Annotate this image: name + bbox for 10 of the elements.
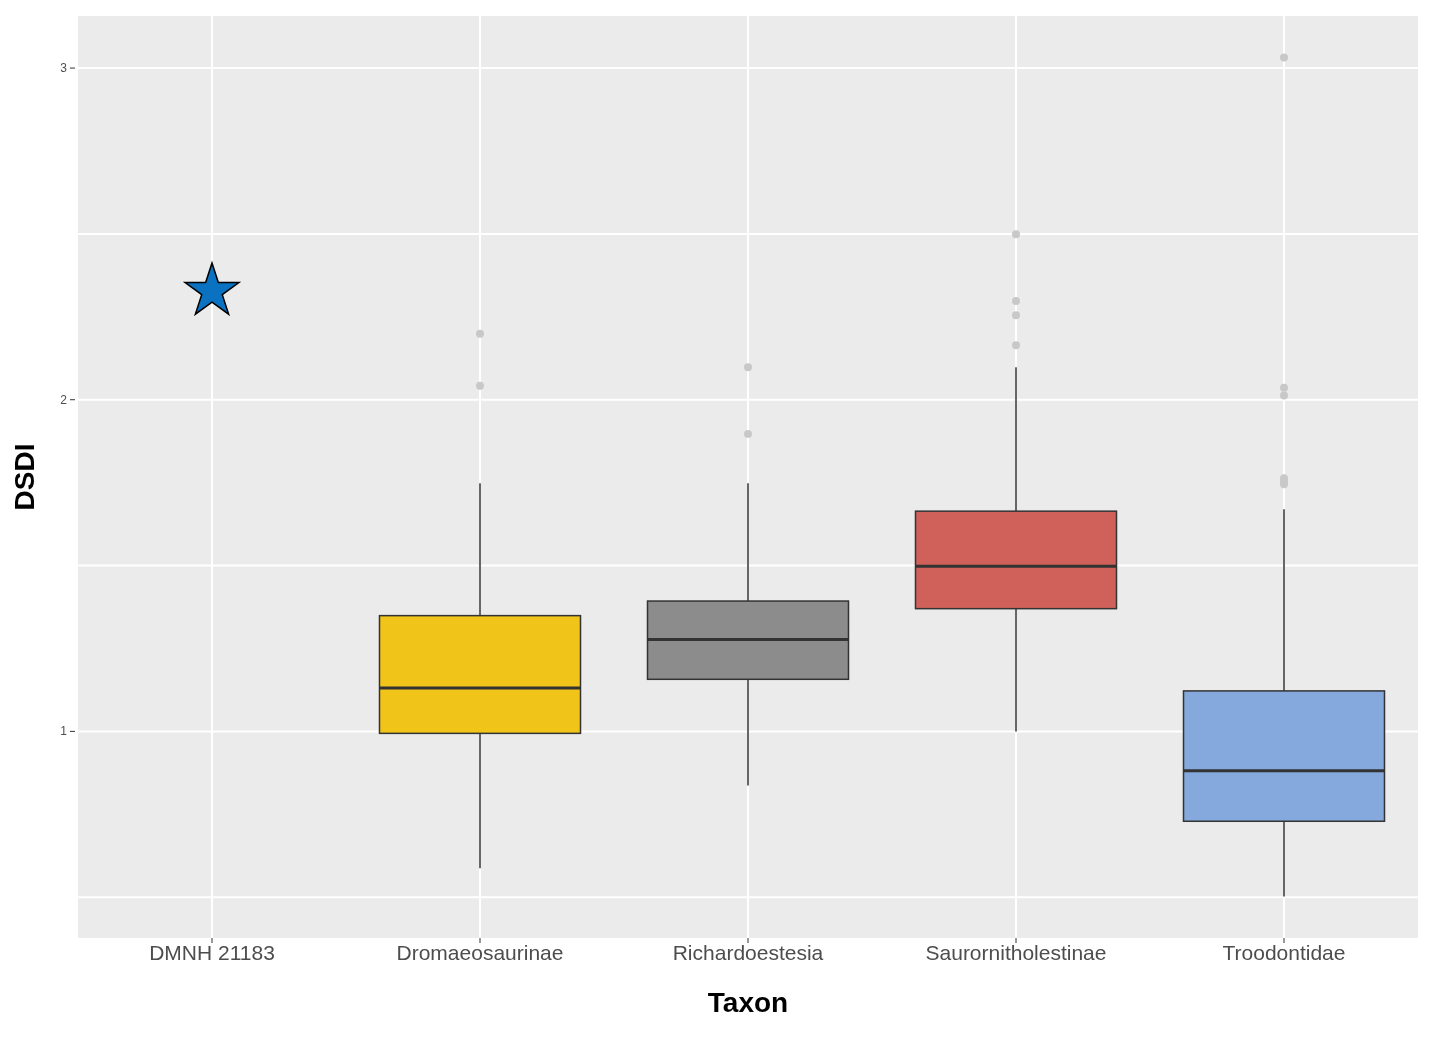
y-axis-title: DSDI: [8, 443, 40, 511]
y-tick-label: 2: [60, 392, 68, 407]
y-tick-label: 3: [60, 61, 68, 76]
x-tick-label: Saurornitholestinae: [925, 940, 1107, 964]
x-tick-label: DMNH 21183: [149, 940, 275, 964]
x-tick-label: Troodontidae: [1222, 940, 1346, 964]
y-tick-label: 1: [60, 724, 68, 739]
x-tick-label: Dromaeosaurinae: [396, 940, 564, 964]
x-tick-label: Richardoestesia: [672, 940, 824, 964]
x-axis-title: Taxon: [707, 987, 789, 1018]
